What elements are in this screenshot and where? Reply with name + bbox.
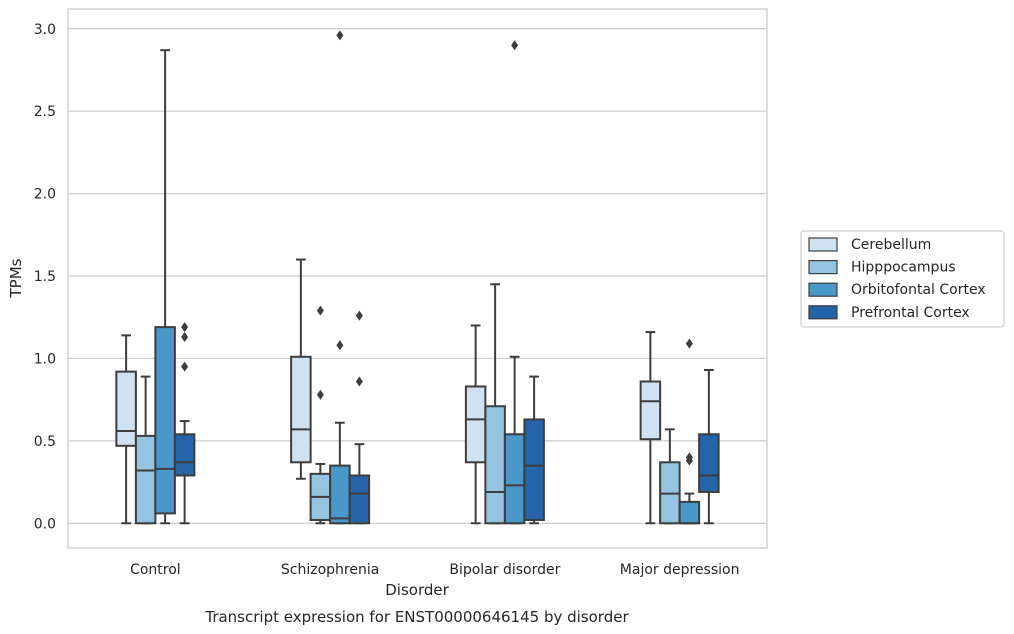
legend-label: Hipppocampus [851, 260, 956, 276]
y-tick-label: 0.0 [34, 516, 56, 532]
y-tick-label: 0.5 [34, 434, 56, 450]
x-tick-label: Control [130, 562, 181, 578]
outlier-point [181, 322, 189, 333]
box-0-0 [115, 334, 137, 525]
legend-swatch [808, 260, 838, 275]
y-tick-label: 1.0 [34, 351, 56, 367]
outlier-point [336, 30, 344, 41]
box-0-3 [173, 322, 196, 525]
box-iqr [698, 433, 720, 493]
outlier-point [316, 389, 324, 400]
box-2-3 [523, 375, 545, 525]
box-3-1 [659, 428, 681, 525]
box-iqr [348, 474, 371, 525]
x-tick-label: Schizophrenia [281, 562, 379, 578]
box-iqr [523, 418, 545, 521]
x-axis-label: Disorder [385, 581, 449, 599]
box-iqr [173, 433, 196, 477]
y-axis-ticks: 0.0 0.5 1.0 1.5 2.0 2.5 3.0 [34, 22, 56, 532]
box-iqr [484, 405, 506, 525]
box-3-0 [639, 331, 662, 525]
box-3-2 [678, 338, 701, 525]
box-iqr [639, 380, 662, 441]
legend: Cerebellum Hipppocampus Orbitofontal Corte… [800, 230, 1005, 328]
legend-swatch [808, 237, 838, 252]
box-1-2 [329, 30, 351, 525]
x-tick-label: Major depression [620, 562, 740, 578]
outlier-point [355, 376, 363, 387]
y-tick-label: 1.5 [34, 269, 56, 285]
box-2-2 [503, 40, 526, 525]
outlier-point [336, 340, 344, 351]
boxes-layer [115, 30, 720, 525]
box-iqr [464, 385, 487, 464]
box-iqr [290, 355, 312, 464]
outlier-point [355, 310, 363, 321]
box-1-1 [309, 305, 332, 525]
legend-label: Cerebellum [851, 237, 931, 253]
box-iqr [134, 434, 157, 525]
box-0-2 [154, 49, 176, 525]
outlier-point [685, 338, 693, 349]
y-tick-label: 3.0 [34, 22, 56, 38]
x-axis-ticks: Control Schizophrenia Bipolar disorder Majo… [130, 562, 739, 578]
outlier-point [316, 305, 324, 316]
y-tick-label: 2.0 [34, 187, 56, 203]
box-iqr [503, 433, 526, 525]
legend-swatch [808, 282, 838, 297]
legend-label: Prefrontal Cortex [851, 305, 970, 321]
outlier-point [181, 361, 189, 372]
outlier-point [181, 332, 189, 343]
box-iqr [678, 500, 701, 525]
box-iqr [329, 464, 351, 525]
y-tick-label: 2.5 [34, 104, 56, 120]
outlier-point [685, 452, 693, 463]
plot-frame [67, 8, 768, 549]
x-tick-label: Bipolar disorder [449, 562, 560, 578]
box-1-0 [290, 258, 312, 480]
legend-label: Orbitofontal Cortex [851, 282, 986, 298]
box-iqr [115, 370, 137, 447]
y-axis-label: TPMs [7, 258, 25, 298]
legend-frame [800, 230, 1005, 328]
legend-swatch [808, 305, 838, 320]
figure-caption: Transcript expression for ENST0000064614… [204, 608, 629, 626]
box-3-3 [698, 368, 720, 525]
box-iqr [154, 326, 176, 515]
outlier-point [511, 40, 519, 51]
box-1-3 [348, 310, 371, 525]
